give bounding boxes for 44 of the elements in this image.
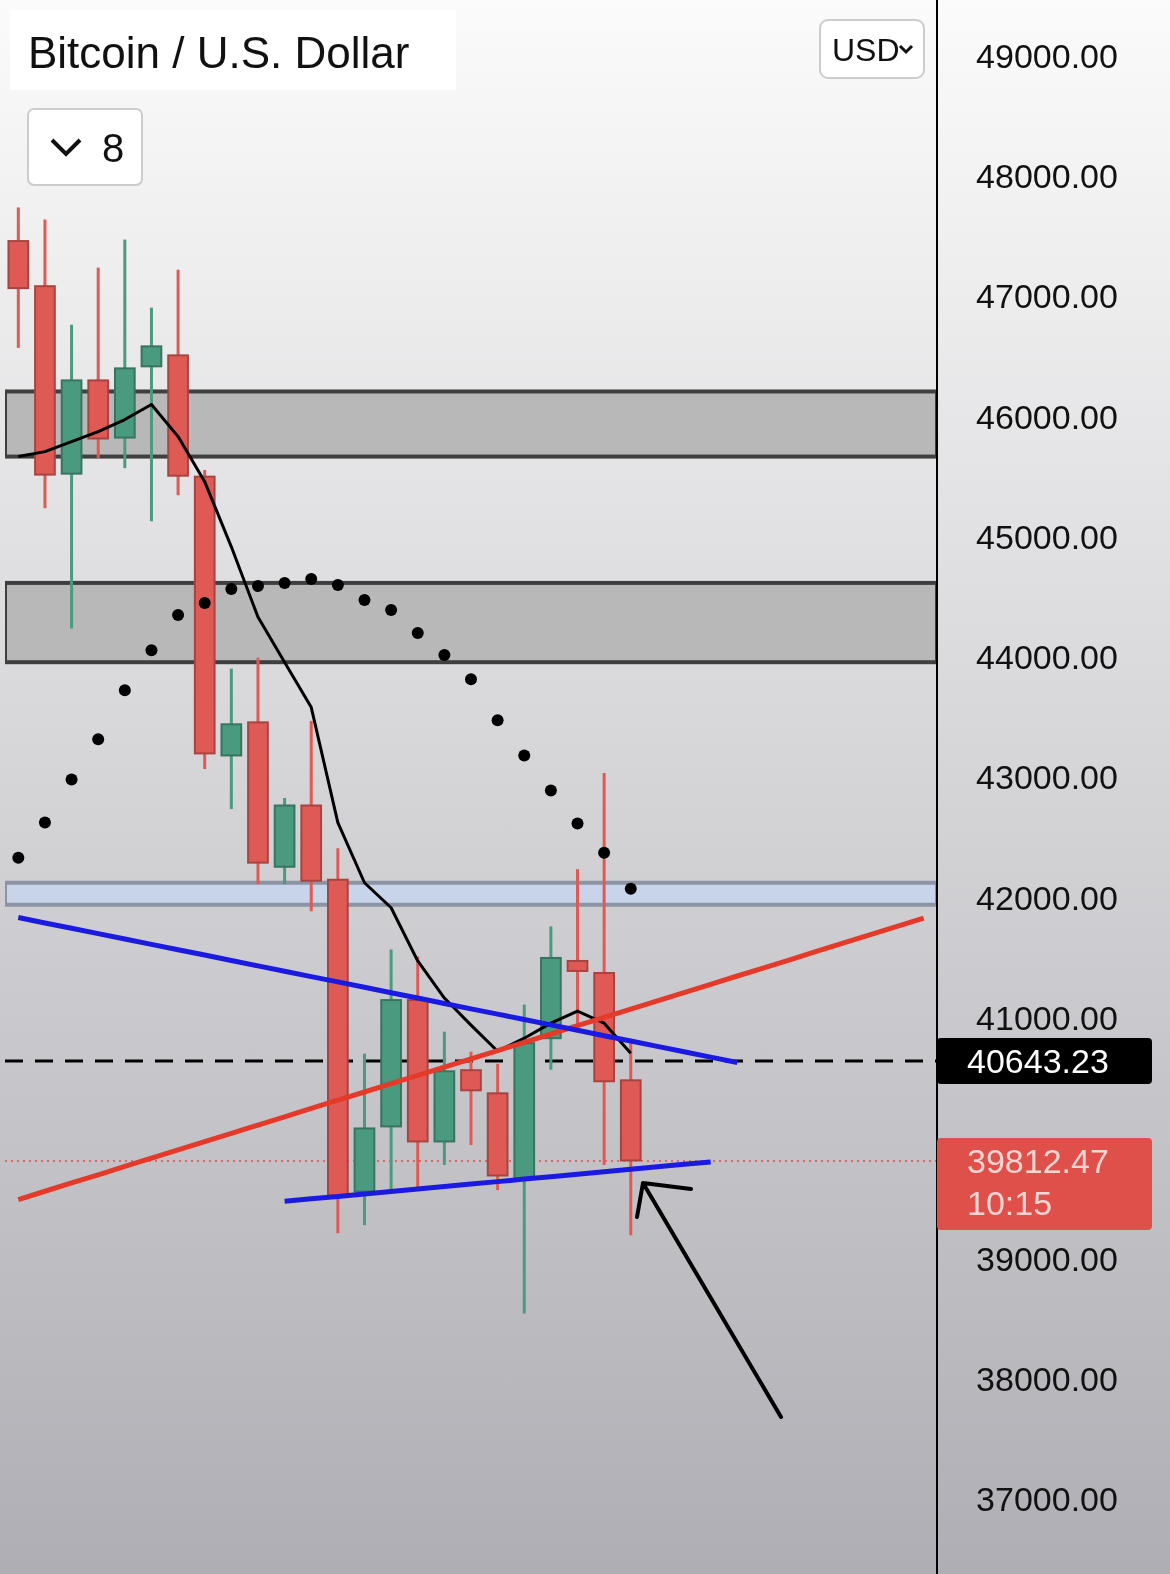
- annotation: USD: [832, 32, 900, 68]
- point: [411, 627, 424, 640]
- point: [491, 714, 504, 727]
- candlestick: [460, 1051, 482, 1145]
- y-tick-label: 47000.00: [976, 277, 1118, 316]
- point: [571, 817, 584, 830]
- text: Bitcoin / U.S. Dollar: [28, 27, 410, 77]
- y-tick-label: 49000.00: [976, 36, 1118, 75]
- point: [544, 784, 557, 797]
- annotation: 8: [102, 126, 125, 170]
- point: [92, 733, 105, 746]
- point: [172, 609, 185, 622]
- y-tick-label: 42000.00: [976, 878, 1118, 917]
- point: [385, 603, 398, 616]
- point: [278, 576, 291, 589]
- point: [438, 649, 451, 662]
- point: [38, 816, 51, 829]
- y-tick-label: 37000.00: [976, 1480, 1118, 1519]
- y-tick-label: 43000.00: [976, 758, 1118, 797]
- y-tick-label: 39000.00: [976, 1239, 1118, 1278]
- point: [358, 593, 371, 606]
- point: [305, 572, 318, 585]
- point: [331, 578, 344, 591]
- y-tick-label: 45000.00: [976, 517, 1118, 556]
- point: [65, 773, 78, 786]
- y-tick-label: 48000.00: [976, 156, 1118, 195]
- line-series: [16, 402, 633, 1055]
- point: [12, 851, 25, 864]
- ref-line-label: 40643.23: [967, 1042, 1109, 1081]
- point: [145, 644, 158, 657]
- point: [225, 582, 238, 595]
- ref-line-label: 39812.47 10:15: [967, 1142, 1109, 1222]
- candlestick: [140, 307, 163, 522]
- point: [251, 579, 264, 592]
- y-tick-label: 44000.00: [976, 638, 1118, 677]
- point: [598, 846, 611, 859]
- point: [198, 597, 211, 609]
- point: [118, 684, 131, 697]
- point: [624, 882, 637, 895]
- y-tick-label: 38000.00: [976, 1360, 1118, 1399]
- y-tick-label: 46000.00: [976, 397, 1118, 436]
- point: [465, 673, 477, 686]
- y-tick-label: 41000.00: [976, 999, 1118, 1038]
- point: [518, 749, 531, 762]
